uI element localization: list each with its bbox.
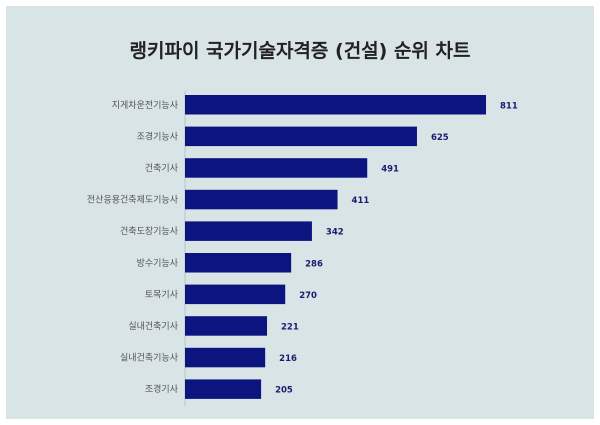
category-label: 토목기사 [145,289,179,300]
value-label: 491 [381,164,399,174]
value-label: 270 [299,291,317,301]
bar [185,316,268,336]
chart-panel: 랭키파이 국가기술자격증 (건설) 순위 차트 지게차운전기능사 811 조경기능사… [6,6,594,419]
category-label: 방수기능사 [137,258,179,269]
bar [185,126,417,147]
value-label: 286 [305,259,323,269]
bar [185,189,338,210]
value-label: 216 [279,354,297,364]
category-label: 실내건축기사 [128,321,178,332]
bar [185,95,486,115]
bar [185,379,262,399]
bar [185,221,312,241]
category-label: 전산응용건축제도기능사 [87,195,179,206]
bar [185,347,266,368]
category-label: 조경기능사 [137,130,179,142]
bar [185,284,286,305]
chart-title: 랭키파이 국가기술자격증 (건설) 순위 차트 [129,40,471,62]
category-label: 실내건축기능사 [120,353,179,364]
bar [185,253,292,273]
value-label: 221 [281,322,299,332]
value-label: 625 [431,133,449,143]
value-label: 811 [500,101,518,111]
bar-chart: 지게차운전기능사 811 조경기능사 625 건축기사 491 전산응용건축제도기능사 411… [87,91,518,406]
category-label: 조경기사 [145,383,179,395]
value-label: 205 [275,386,293,396]
value-label: 342 [326,228,344,238]
value-label: 411 [352,196,370,206]
bar [185,158,368,178]
category-label: 건축도장기능사 [120,226,179,237]
category-label: 건축기사 [145,163,179,174]
category-label: 지게차운전기능사 [112,99,179,111]
